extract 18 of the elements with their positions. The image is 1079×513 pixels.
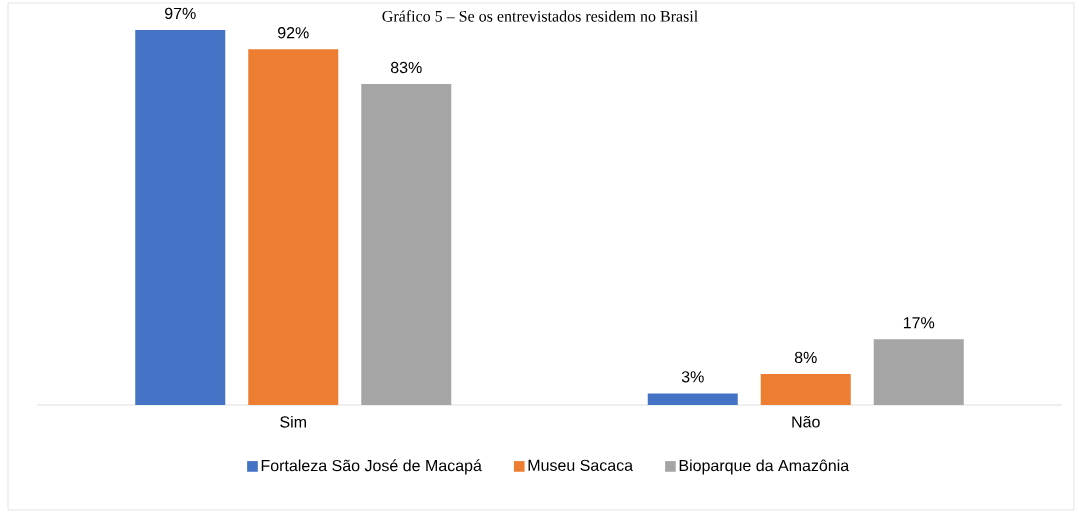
legend-label: Museu Sacaca xyxy=(528,459,634,471)
bar xyxy=(873,339,964,405)
x-tick-label: Sim xyxy=(280,415,306,428)
chart-title: Gráfico 5 – Se os entrevistados residem no Brasil xyxy=(382,10,698,22)
bar xyxy=(135,29,226,405)
data-label: 83% xyxy=(390,61,422,74)
data-label: 17% xyxy=(903,317,935,329)
legend-label: Bioparque da Amazônia xyxy=(679,459,850,475)
bar xyxy=(760,374,851,405)
bar xyxy=(647,393,738,405)
x-tick-label: Não xyxy=(792,415,820,428)
data-label: 97% xyxy=(165,7,196,20)
data-label: 8% xyxy=(794,351,817,364)
bar xyxy=(248,49,339,405)
data-label: 92% xyxy=(278,27,309,39)
bar xyxy=(361,84,452,405)
data-label: 3% xyxy=(681,371,704,383)
legend-label: Fortaleza São José de Macapá xyxy=(261,459,482,475)
